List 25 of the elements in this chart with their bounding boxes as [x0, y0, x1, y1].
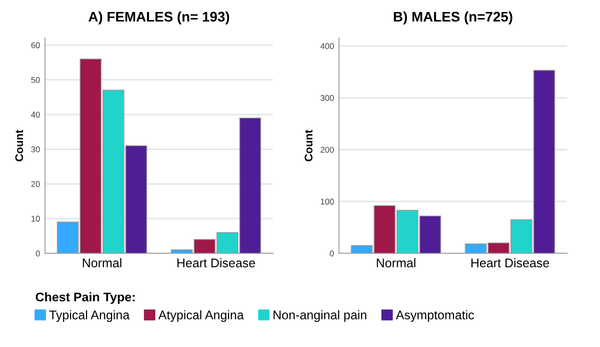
legend-label: Atypical Angina — [158, 310, 244, 322]
x-tick-label: Normal — [82, 258, 122, 268]
y-tick-label: 20 — [31, 181, 40, 188]
y-tick-label: 60 — [31, 42, 40, 48]
x-tick-label: Normal — [376, 258, 416, 268]
y-tick-label: 30 — [31, 146, 40, 152]
legend-label: Non-anginal pain — [274, 310, 366, 322]
chart-title: B) MALES (n=725) — [394, 11, 512, 24]
y-tick-label: 0 — [36, 250, 40, 256]
y-tick-label: 300 — [320, 94, 334, 101]
y-tick-label: 400 — [320, 43, 334, 50]
y-tick-label: 200 — [320, 146, 334, 153]
x-tick-label: Heart Disease — [471, 258, 550, 268]
y-tick-label: 100 — [320, 198, 334, 205]
legend-label: Typical Angina — [49, 310, 130, 322]
x-tick-label: Heart Disease — [177, 258, 256, 268]
y-axis-title: Count — [304, 130, 312, 162]
y-tick-label: 10 — [32, 216, 40, 222]
chart-title: A) FEMALES (n= 193) — [88, 11, 230, 24]
legend-title: Chest Pain Type: — [36, 292, 135, 304]
legend-label: Asymptomatic — [396, 310, 474, 322]
y-tick-label: 40 — [31, 112, 40, 118]
y-tick-label: 50 — [31, 77, 40, 83]
y-tick-label: 0 — [330, 250, 334, 256]
y-axis-title: Count — [15, 130, 24, 162]
